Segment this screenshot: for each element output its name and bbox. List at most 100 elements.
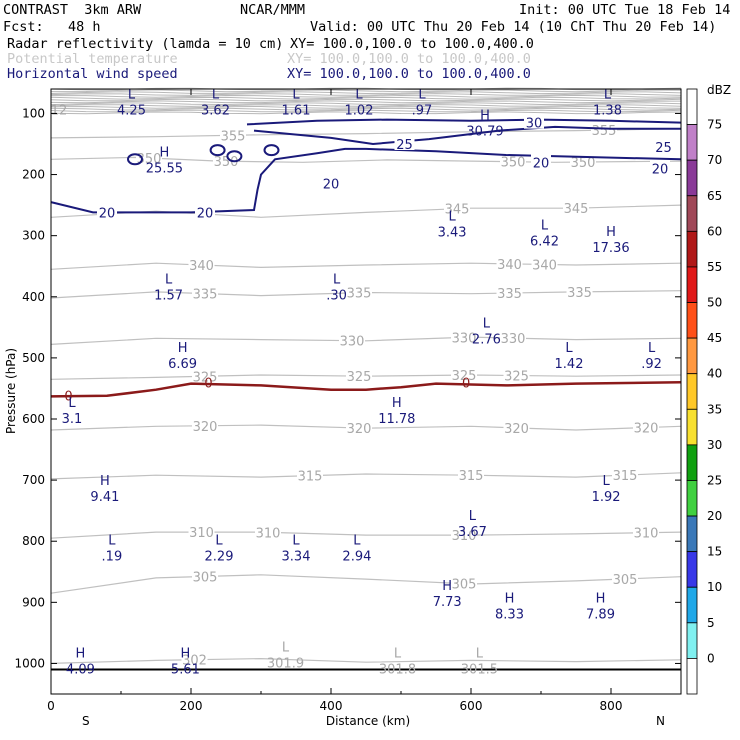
theta-extremum-value: 301.5 [461,662,498,677]
stratosphere-isentrope-line [51,94,682,98]
isentrope-label-302: 302 [182,654,207,669]
isentrope-label-320: 320 [504,422,529,437]
stratosphere-isentrope-line [50,93,682,96]
isentrope-label-355: 355 [592,124,617,139]
y-tick-label: 700 [22,473,45,487]
wind-extremum-value: 3.67 [458,525,487,540]
wind-extremum-value: 1.61 [282,103,311,118]
valid-time: Valid: 00 UTC Thu 20 Feb 14 (10 ChT Thu … [310,19,717,35]
wind-extremum-marker: H [160,145,170,160]
theta-extremum-marker: L [394,646,402,661]
theta-extremum-value: 12 [51,103,68,118]
dbz-zero-label: 0 [204,377,212,392]
isentrope-label-335: 335 [497,287,522,302]
wind-extremum-marker: L [418,87,426,102]
colorbar-level-label: 60 [707,224,722,238]
wind-extremum-marker: H [392,396,402,411]
stratosphere-isentrope-line [50,111,682,115]
colorbar-level-label: 55 [707,260,722,274]
isentrope-label-bg [188,524,215,539]
x-tick-label: 600 [460,699,483,713]
colorbar-level-label: 0 [707,651,715,665]
isentrope-label-bg [192,368,218,383]
y-tick-label: 900 [22,595,45,609]
isentrope-label-bg [503,419,530,434]
isentrope-label-bg [213,153,239,168]
stratosphere-isentrope-line [50,96,682,100]
wind-extremum-value: 3.43 [438,226,467,241]
isentrope-label-330: 330 [340,335,365,350]
colorbar-swatch [686,586,698,624]
isentrope-label-345: 345 [564,202,589,217]
isentrope-label-320: 320 [193,420,218,435]
wind-contour-25 [253,125,681,146]
isentrope-label-315: 315 [298,470,323,485]
wind-extremum-marker: L [333,272,341,287]
wind-extremum-marker: L [292,533,300,548]
wind-extremum-value: 4.25 [117,103,146,118]
wind-extremum-marker: H [480,109,490,124]
wind-contour-label-20: 20 [533,156,550,171]
isentrope-label-325: 325 [347,370,372,385]
y-tick-label: 800 [22,534,45,548]
wind-extremum-marker: L [292,87,300,102]
wind-contour-label-bg [524,114,544,129]
field-wind-xy: XY= 100.0,100.0 to 100.0,400.0 [287,66,531,82]
init-time: Init: 00 UTC Tue 18 Feb 14 [519,2,731,18]
wind-contour-label-30: 30 [526,117,543,132]
colorbar-level-label: 10 [707,580,722,594]
isentrope-label-bg [563,200,589,215]
wind-extremum-value: .30 [326,288,347,303]
field-wind-name: Horizontal wind speed [7,66,178,82]
axes: 0 200 400 600 800100200300400500600700800900… [14,89,681,713]
theta-extremum-marker: L [476,646,484,661]
isentrope-label-320: 320 [347,422,372,437]
isentrope-label-bg [500,330,526,345]
extrema-labels: L4.25L3.62L1.61L1.02L.97L1.38H30.79H25.5… [51,87,662,677]
wind-extremum-marker: H [100,474,110,489]
isentrope-label-350: 350 [501,156,526,171]
isentrope-label-bg [503,367,530,382]
isentrope-label-310: 310 [634,527,659,542]
wind-contour-label-bg [650,160,670,175]
dbz-zero-contour [50,381,682,398]
isentrope-label-310: 310 [189,526,214,541]
colorbar-level-label: 20 [707,509,722,523]
isentrope-label-345: 345 [445,203,470,218]
isentrope-label-bg [255,524,281,539]
theta-extremum-value: 301.8 [379,662,416,677]
isentrope-label-bg [612,467,638,482]
wind-extremum-value: 1.92 [592,490,621,505]
isentrope-label-bg [496,255,523,270]
x-tick-label: 200 [180,699,203,713]
stratosphere-isentrope-line [50,102,682,106]
wind-extremum-value: 1.57 [154,288,183,303]
isentrope-label-320: 320 [634,422,659,437]
colorbar-swatch [686,230,698,268]
wind-extremum-marker: L [565,341,573,356]
isentrope-label-bg [192,417,218,432]
colorbar-level-label: 35 [707,402,722,416]
colorbar-swatch [686,88,698,125]
isentrope-label-bg [451,527,477,542]
isentrope-label-350: 350 [571,156,596,171]
isentrope-label-305: 305 [452,578,477,593]
south-end-label: S [82,714,90,728]
colorbar-swatch [686,337,698,375]
isentrope-label-bg [192,285,218,300]
isentrope-label-315: 315 [459,469,484,484]
y-tick-label: 1000 [14,656,45,670]
model-title: CONTRAST 3km ARW [3,2,142,18]
isentrope-label-335: 335 [567,286,592,301]
isentrope-315 [50,472,682,480]
isentrope-label-bg [500,153,526,168]
isentrope-label-bg [346,368,372,383]
isentrope-label-bg [612,570,638,585]
reflectivity-contour: 0 0 0 [50,377,682,671]
wind-extremum-marker: L [541,219,549,234]
isentrope-330 [50,336,682,345]
colorbar-swatch [686,622,698,659]
wind-contour-label-20: 20 [99,206,116,221]
isentrope-label-bg [451,367,477,382]
wind-extremum-marker: L [355,87,363,102]
